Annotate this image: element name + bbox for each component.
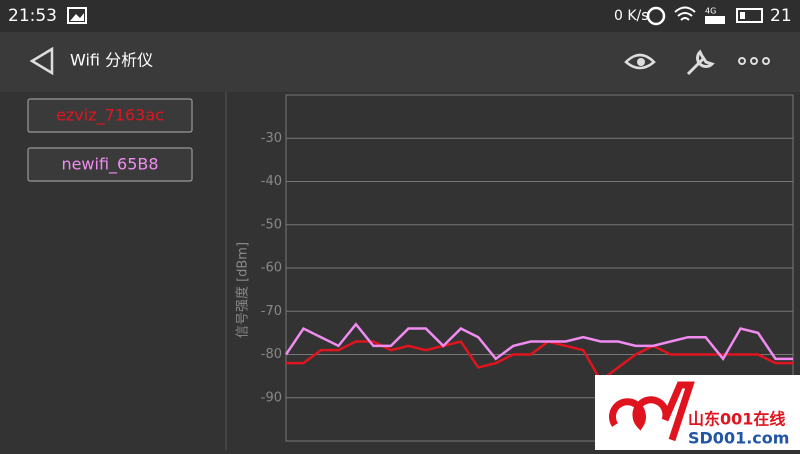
watermark-url: SD001.com [688,429,789,448]
y-tick-label: -50 [261,217,282,232]
settings-button[interactable] [686,49,715,76]
app-bar [0,32,800,92]
eye-button[interactable] [624,53,656,70]
legend-button[interactable] [27,98,193,133]
watermark-box [595,375,800,450]
watermark-name: 山东001在线 [688,410,785,429]
y-tick-label: -30 [261,131,282,146]
legend-label: ezviz_7163ac [56,106,164,126]
image-icon-shape [70,13,84,21]
y-tick-label: -90 [261,390,282,405]
watermark-logo [609,381,695,442]
more-button[interactable] [738,57,770,65]
status-bar [0,0,800,32]
network-type: 4G [705,7,716,16]
back-button[interactable] [29,46,54,76]
dot [750,57,758,65]
legend-label: newifi_65B8 [61,155,158,175]
alarm-icon [646,6,666,26]
y-tick-label: -80 [261,347,282,362]
y-tick-label: -70 [261,304,282,319]
eye-outline [624,53,656,70]
battery-icon [736,8,763,23]
status-speed: 0 K/s [614,8,649,24]
legend-button[interactable] [27,147,193,182]
status-time: 21:53 [8,6,57,26]
battery-level [740,12,745,19]
series-line [284,322,793,362]
battery-percent: 21 [770,6,792,26]
wifi-icon [674,6,696,21]
app-title: Wifi 分析仪 [70,51,153,70]
y-axis-label: 信号强度 [dBm] [235,242,251,338]
y-tick-label: -40 [261,174,282,189]
dot [762,57,770,65]
eye-pupil [637,58,645,66]
signal-icon [705,16,725,24]
dot [738,57,746,65]
y-tick-label: -60 [261,261,282,276]
image-icon [67,7,87,24]
